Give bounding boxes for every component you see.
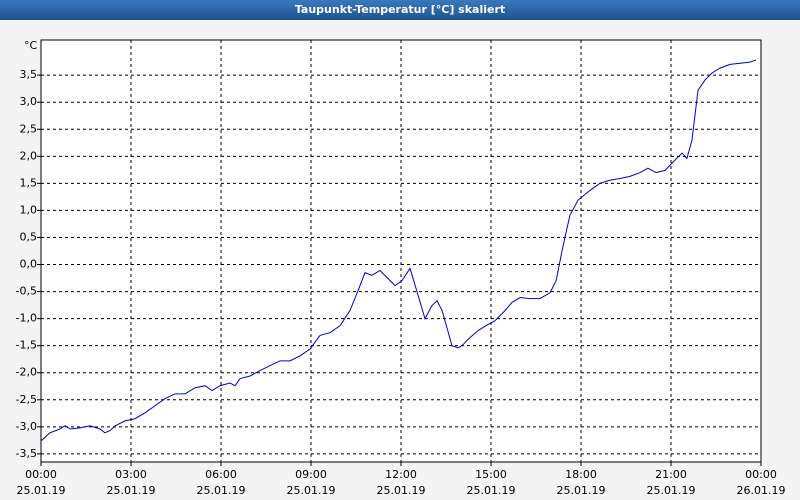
y-tick-label: 3,5 [20, 68, 38, 81]
y-tick-label: 1,0 [20, 203, 38, 216]
y-tick-label: -1,5 [16, 339, 37, 352]
x-tick-label: 03:00 [115, 468, 147, 481]
x-tick-label: 09:00 [295, 468, 327, 481]
title-bar: Taupunkt-Temperatur [°C] skaliert [0, 0, 800, 20]
plot-border [40, 39, 762, 463]
x-tick-date: 25.01.19 [17, 484, 66, 497]
x-tick-date: 25.01.19 [287, 484, 336, 497]
x-tick-date: 25.01.19 [197, 484, 246, 497]
y-tick-label: 2,5 [20, 122, 38, 135]
y-unit-label: °C [24, 39, 38, 52]
y-tick-label: 0,0 [20, 258, 38, 271]
y-tick-label: -3,0 [16, 420, 37, 433]
y-tick-label: 1,5 [20, 176, 38, 189]
y-tick-label: -3,5 [16, 447, 37, 460]
y-tick-label: -2,0 [16, 366, 37, 379]
y-tick-label: 2,0 [20, 149, 38, 162]
x-tick-label: 00:00 [25, 468, 57, 481]
x-tick-label: 06:00 [205, 468, 237, 481]
x-tick-date: 25.01.19 [557, 484, 606, 497]
y-tick-label: 0,5 [20, 230, 38, 243]
x-tick-date: 25.01.19 [107, 484, 156, 497]
x-tick-label: 12:00 [385, 468, 417, 481]
line-series [40, 59, 757, 442]
y-tick-label: -2,5 [16, 393, 37, 406]
x-tick-label: 15:00 [475, 468, 507, 481]
x-tick-date: 25.01.19 [377, 484, 426, 497]
y-tick-label: -0,5 [16, 285, 37, 298]
y-tick-label: 3,0 [20, 95, 38, 108]
x-tick-label: 21:00 [655, 468, 687, 481]
x-tick-date: 25.01.19 [467, 484, 516, 497]
y-tick-label: -1,0 [16, 312, 37, 325]
x-tick-date: 26.01.19 [737, 484, 786, 497]
x-tick-label: 00:00 [745, 468, 777, 481]
x-tick-date: 25.01.19 [647, 484, 696, 497]
x-tick-label: 18:00 [565, 468, 597, 481]
